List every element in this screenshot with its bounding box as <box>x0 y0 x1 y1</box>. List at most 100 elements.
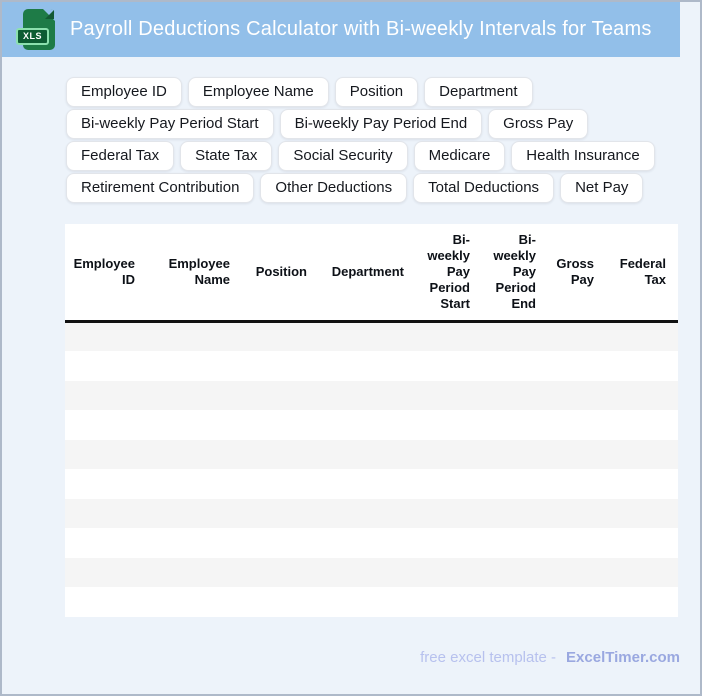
table-cell <box>313 351 410 381</box>
table-cell <box>313 499 410 529</box>
table-cell <box>313 558 410 588</box>
table-cell <box>410 351 476 381</box>
chip-bi-weekly-pay-period-end[interactable]: Bi-weekly Pay Period End <box>279 109 483 139</box>
xls-icon-badge: XLS <box>16 28 50 45</box>
table-cell <box>600 322 678 352</box>
chip-state-tax[interactable]: State Tax <box>180 141 273 171</box>
table-row <box>65 469 678 499</box>
payroll-table: Employee ID Employee Name Position Departme… <box>65 224 678 617</box>
table-cell <box>476 440 542 470</box>
table-cell <box>476 587 542 617</box>
table-cell <box>410 469 476 499</box>
table-row <box>65 498 678 529</box>
table-row <box>65 528 678 558</box>
table-cell <box>600 528 678 558</box>
table-cell <box>476 469 542 499</box>
table-cell <box>65 322 141 352</box>
xls-file-icon: XLS <box>16 9 58 50</box>
table-cell <box>476 499 542 529</box>
table-cell <box>410 381 476 411</box>
table-cell <box>65 381 141 411</box>
column-header: Bi-weekly Pay Period Start <box>427 232 470 311</box>
table-cell <box>542 469 600 499</box>
table-cell <box>141 587 236 617</box>
table-cell <box>476 322 542 352</box>
table-cell <box>65 587 141 617</box>
chip-other-deductions[interactable]: Other Deductions <box>260 173 408 203</box>
table-cell <box>410 528 476 558</box>
table-cell <box>410 558 476 588</box>
table-cell <box>410 499 476 529</box>
table-cell <box>141 499 236 529</box>
table-row <box>65 410 678 440</box>
column-header: Employee Name <box>168 256 230 287</box>
table-cell <box>600 469 678 499</box>
table-cell <box>313 528 410 558</box>
page-title: Payroll Deductions Calculator with Bi-we… <box>70 18 652 40</box>
table-cell <box>542 528 600 558</box>
table-cell <box>236 469 313 499</box>
table-cell <box>141 351 236 381</box>
table-cell <box>313 322 410 352</box>
chip-net-pay[interactable]: Net Pay <box>560 173 644 203</box>
table-cell <box>313 381 410 411</box>
column-header: Employee ID <box>73 256 135 287</box>
chip-gross-pay[interactable]: Gross Pay <box>488 109 589 139</box>
table-cell <box>600 410 678 440</box>
chip-department[interactable]: Department <box>424 77 533 107</box>
table-cell <box>600 351 678 381</box>
table-cell <box>65 558 141 588</box>
table-cell <box>600 440 678 470</box>
column-header: Department <box>331 264 404 279</box>
table-cell <box>141 322 236 352</box>
table-cell <box>476 528 542 558</box>
table-cell <box>476 381 542 411</box>
chip-bi-weekly-pay-period-start[interactable]: Bi-weekly Pay Period Start <box>66 109 274 139</box>
chip-employee-name[interactable]: Employee Name <box>187 77 329 107</box>
table-cell <box>236 587 313 617</box>
chip-federal-tax[interactable]: Federal Tax <box>66 141 175 171</box>
table-cell <box>236 410 313 440</box>
footer: free excel template - ExcelTimer.com <box>420 649 680 666</box>
table-cell <box>313 587 410 617</box>
chip-employee-id[interactable]: Employee ID <box>66 77 182 107</box>
table-row <box>65 557 678 588</box>
table-cell <box>542 440 600 470</box>
table-cell <box>236 528 313 558</box>
table-cell <box>236 558 313 588</box>
table-cell <box>410 322 476 352</box>
table-cell <box>600 587 678 617</box>
table-cell <box>141 469 236 499</box>
table-cell <box>542 410 600 440</box>
table-cell <box>476 410 542 440</box>
table-cell <box>542 381 600 411</box>
chip-position[interactable]: Position <box>334 77 419 107</box>
chip-medicare[interactable]: Medicare <box>413 141 506 171</box>
table-cell <box>410 440 476 470</box>
chip-total-deductions[interactable]: Total Deductions <box>413 173 555 203</box>
table-header-row: Employee ID Employee Name Position Departme… <box>65 224 678 322</box>
table-cell <box>236 322 313 352</box>
table-cell <box>542 351 600 381</box>
chip-social-security[interactable]: Social Security <box>278 141 408 171</box>
table-cell <box>141 381 236 411</box>
footer-brand-link[interactable]: ExcelTimer.com <box>566 649 680 666</box>
chips-container: Employee ID Employee Name Position Departme… <box>66 77 692 203</box>
table-cell <box>236 499 313 529</box>
table-cell <box>313 440 410 470</box>
column-header: Bi-weekly Pay Period End <box>493 232 536 311</box>
table-cell <box>313 469 410 499</box>
table-row <box>65 380 678 411</box>
chip-health-insurance[interactable]: Health Insurance <box>511 141 655 171</box>
table-cell <box>410 410 476 440</box>
column-header: Gross Pay <box>556 256 594 287</box>
table-row <box>65 321 678 352</box>
table-cell <box>141 528 236 558</box>
table-cell <box>313 410 410 440</box>
table-cell <box>542 322 600 352</box>
table-cell <box>410 587 476 617</box>
chip-retirement-contribution[interactable]: Retirement Contribution <box>66 173 255 203</box>
column-header: Federal Tax <box>619 256 666 287</box>
table-cell <box>65 528 141 558</box>
table-cell <box>600 381 678 411</box>
